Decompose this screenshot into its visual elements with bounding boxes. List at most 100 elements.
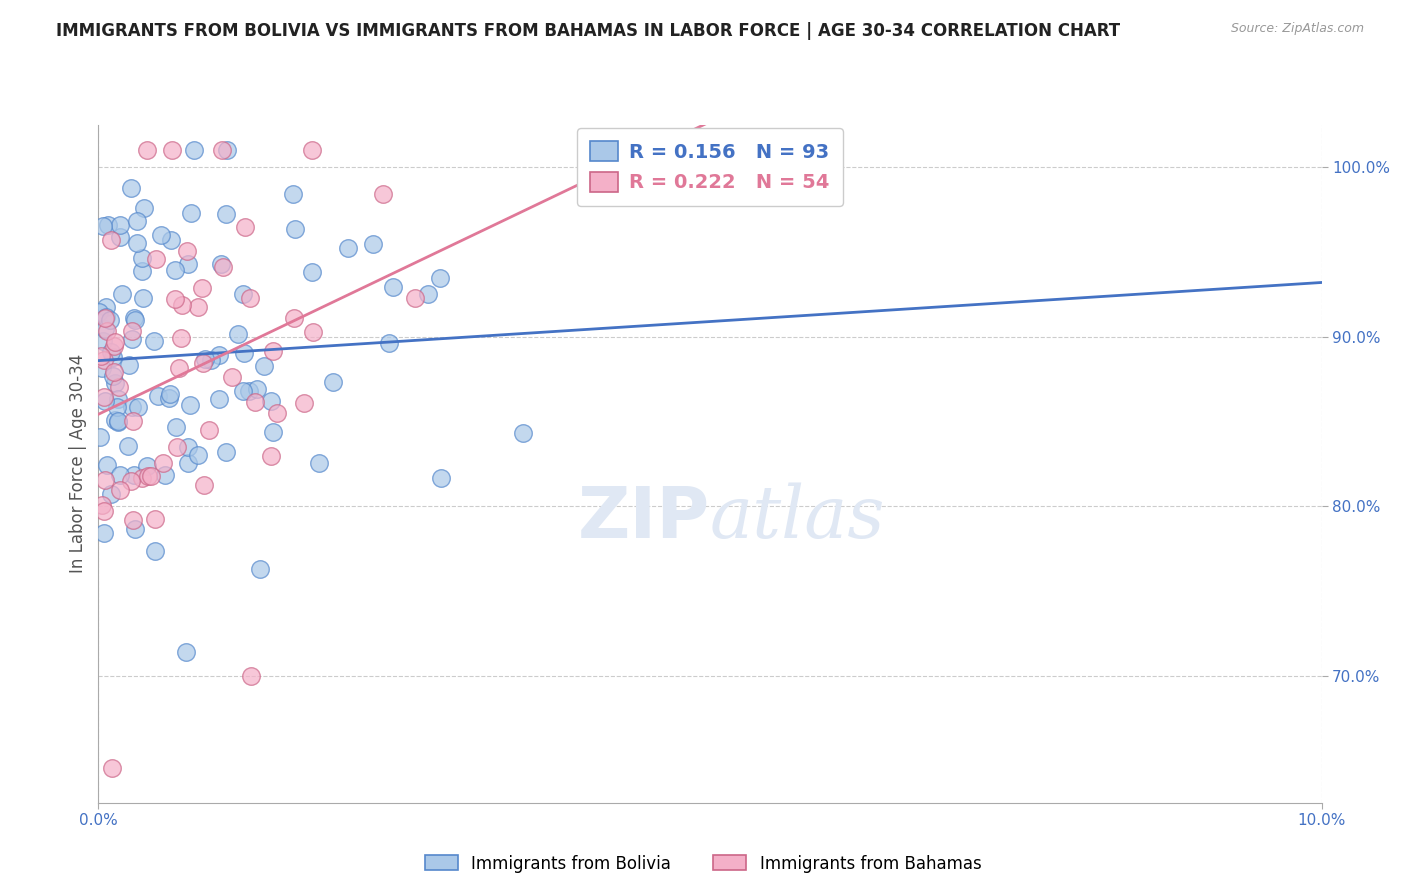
Point: [308, 456, 330, 470]
Point: [145, 252, 167, 266]
Point: [177, 257, 200, 271]
Point: [122, 468, 145, 483]
Point: [94, 473, 117, 487]
Point: [142, 334, 165, 348]
Point: [169, 331, 191, 345]
Point: [100, 486, 122, 500]
Point: [124, 313, 146, 327]
Point: [430, 471, 453, 485]
Point: [131, 471, 153, 485]
Point: [107, 392, 129, 406]
Point: [187, 300, 209, 314]
Point: [100, 345, 122, 359]
Point: [177, 456, 200, 470]
Point: [209, 257, 232, 271]
Point: [246, 383, 269, 397]
Point: [143, 543, 166, 558]
Point: [94, 393, 117, 408]
Point: [215, 207, 238, 221]
Point: [361, 237, 384, 252]
Point: [94, 311, 117, 326]
Point: [125, 235, 148, 250]
Point: [96, 324, 118, 338]
Point: [172, 298, 194, 312]
Legend: Immigrants from Bolivia, Immigrants from Bahamas: Immigrants from Bolivia, Immigrants from…: [418, 848, 988, 880]
Point: [91, 219, 114, 233]
Point: [233, 220, 256, 235]
Point: [191, 356, 214, 370]
Point: [404, 291, 426, 305]
Point: [121, 400, 143, 414]
Point: [87, 304, 110, 318]
Point: [127, 401, 149, 415]
Text: atlas: atlas: [710, 483, 886, 553]
Point: [108, 380, 131, 394]
Point: [207, 392, 229, 406]
Point: [121, 513, 143, 527]
Point: [217, 143, 239, 157]
Point: [103, 339, 125, 353]
Point: [283, 310, 305, 325]
Point: [111, 287, 134, 301]
Point: [166, 441, 188, 455]
Point: [194, 351, 217, 366]
Point: [301, 143, 323, 157]
Point: [221, 370, 243, 384]
Point: [262, 344, 284, 359]
Point: [233, 345, 256, 359]
Point: [243, 395, 266, 409]
Point: [94, 310, 117, 325]
Point: [107, 415, 129, 429]
Point: [239, 291, 262, 305]
Point: [90, 349, 112, 363]
Point: [91, 334, 114, 348]
Point: [103, 368, 125, 383]
Point: [152, 456, 174, 470]
Point: [200, 353, 222, 368]
Point: [167, 361, 190, 376]
Point: [103, 365, 125, 379]
Point: [215, 444, 238, 458]
Point: [187, 448, 209, 462]
Point: [110, 229, 132, 244]
Point: [179, 398, 201, 412]
Point: [159, 387, 181, 401]
Point: [260, 393, 283, 408]
Point: [108, 483, 131, 498]
Point: [253, 359, 276, 373]
Point: [232, 286, 254, 301]
Point: [122, 311, 145, 326]
Point: [180, 205, 202, 219]
Point: [134, 201, 156, 215]
Point: [93, 352, 115, 367]
Point: [249, 562, 271, 576]
Point: [198, 423, 221, 437]
Point: [101, 351, 124, 365]
Point: [97, 218, 120, 232]
Point: [174, 645, 197, 659]
Point: [322, 376, 344, 390]
Point: [108, 218, 131, 232]
Point: [512, 425, 534, 440]
Point: [135, 459, 157, 474]
Point: [238, 384, 260, 399]
Point: [125, 213, 148, 227]
Point: [143, 512, 166, 526]
Point: [93, 525, 115, 540]
Point: [131, 264, 153, 278]
Point: [373, 187, 395, 202]
Point: [117, 438, 139, 452]
Point: [121, 324, 143, 338]
Point: [176, 440, 198, 454]
Text: ZIP: ZIP: [578, 483, 710, 552]
Point: [104, 335, 127, 350]
Point: [121, 332, 143, 346]
Point: [100, 312, 122, 326]
Point: [208, 348, 231, 362]
Point: [100, 233, 122, 247]
Point: [146, 389, 169, 403]
Point: [107, 414, 129, 428]
Point: [93, 390, 115, 404]
Point: [89, 430, 111, 444]
Legend: R = 0.156   N = 93, R = 0.222   N = 54: R = 0.156 N = 93, R = 0.222 N = 54: [576, 128, 844, 206]
